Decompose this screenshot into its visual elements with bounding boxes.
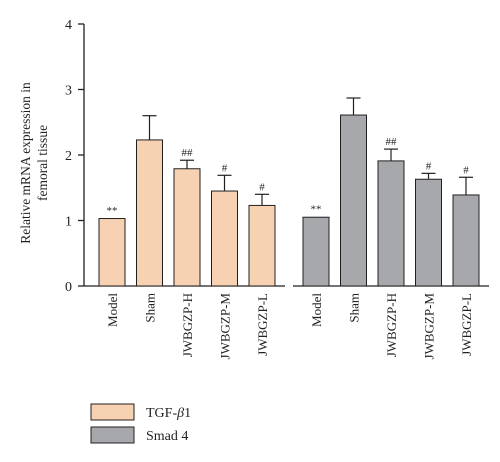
significance-marker: ## <box>386 136 398 148</box>
x-tick-label: JWBGZP-M <box>422 293 437 360</box>
y-axis-label: Relative mRNA expression in femoral tissu… <box>18 82 50 244</box>
bar <box>211 190 238 287</box>
legend-label-part: β <box>176 406 184 421</box>
significance-marker: # <box>222 162 228 174</box>
x-tick-label: JWBGZP-L <box>255 293 270 356</box>
x-tick-label: JWBGZP-M <box>218 293 233 360</box>
y-axis-label-line: Relative mRNA expression in <box>18 82 33 244</box>
x-tick-label: Model <box>105 293 120 327</box>
legend-label: Smad 4 <box>146 429 188 444</box>
significance-marker: # <box>463 164 469 176</box>
bar <box>98 218 126 287</box>
bar <box>415 178 442 287</box>
bar <box>340 114 367 287</box>
bar <box>452 194 480 287</box>
x-tick-label: JWBGZP-H <box>384 293 399 357</box>
legend: TGF-β1 Smad 4 <box>90 403 191 444</box>
bar <box>302 216 330 287</box>
bar <box>136 139 163 287</box>
bar <box>173 168 201 287</box>
x-tick-label: Model <box>309 293 324 327</box>
y-tick-label: 0 <box>65 280 72 295</box>
significance-marker: # <box>426 160 432 172</box>
y-tick-label: 3 <box>65 84 72 99</box>
x-tick-label: Sham <box>143 293 158 323</box>
x-tick-labels: Model Sham JWBGZP-H JWBGZP-M JWBGZP-L Model Sh… <box>105 293 474 360</box>
significance-marker: ** <box>311 204 322 216</box>
bar <box>377 160 405 287</box>
legend-label-part: TGF- <box>146 406 177 421</box>
x-tick-label: JWBGZP-L <box>459 293 474 356</box>
legend-swatch <box>90 426 135 444</box>
x-tick-label: Sham <box>347 293 362 323</box>
x-tick-label: JWBGZP-H <box>180 293 195 357</box>
significance-marker: # <box>259 181 265 193</box>
y-tick-label: 1 <box>65 215 72 230</box>
y-tick-label: 2 <box>65 149 72 164</box>
bar <box>248 204 276 287</box>
significance-marker: ** <box>107 205 118 217</box>
y-tick-label: 4 <box>65 18 72 33</box>
significance-marker: ## <box>182 147 194 159</box>
legend-label: TGF-β1 <box>146 406 191 421</box>
legend-label-part: 1 <box>184 406 191 421</box>
legend-swatch <box>90 403 135 421</box>
bars: **####**### # <box>98 97 480 287</box>
y-axis-label-line: femoral tissue <box>35 125 50 201</box>
